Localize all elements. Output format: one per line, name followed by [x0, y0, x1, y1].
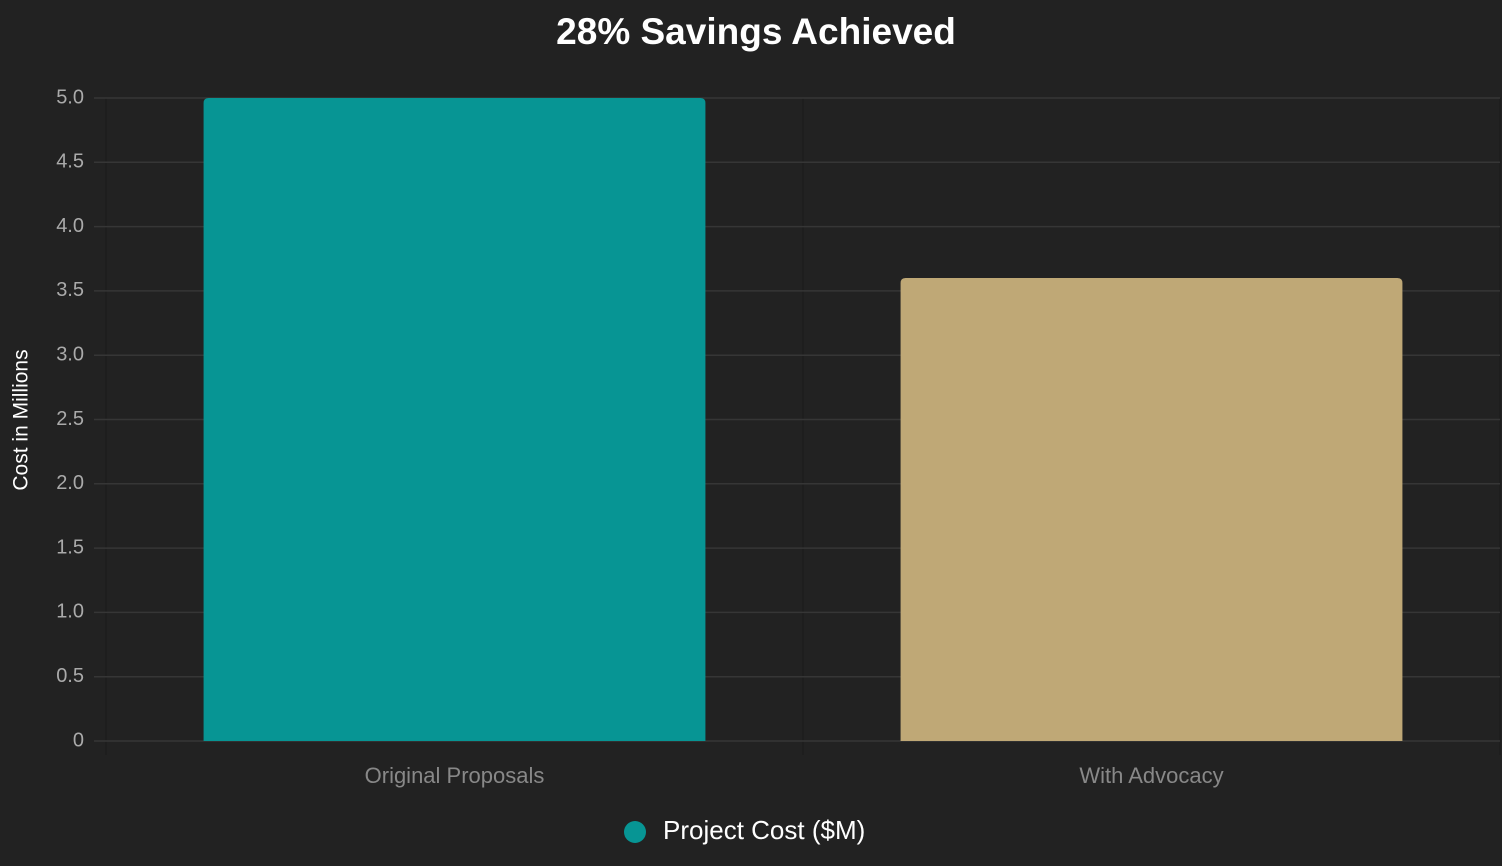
y-axis-title: Cost in Millions: [10, 349, 33, 490]
y-tick-label: 4.0: [56, 215, 84, 237]
y-tick-label: 5.0: [56, 86, 84, 108]
x-tick-label: With Advocacy: [1079, 763, 1223, 788]
y-tick-label: 4.5: [56, 151, 84, 173]
y-tick-label: 1.5: [56, 536, 84, 558]
y-tick-label: 3.5: [56, 279, 84, 301]
y-tick-label: 1.0: [56, 601, 84, 623]
bar: [203, 98, 706, 741]
y-tick-label: 3.0: [56, 343, 84, 365]
legend-label: Project Cost ($M): [663, 815, 865, 845]
y-tick-label: 2.0: [56, 472, 84, 494]
bar: [900, 278, 1403, 741]
legend-swatch: [624, 821, 646, 843]
x-tick-label: Original Proposals: [365, 763, 545, 788]
y-tick-label: 0: [73, 729, 84, 751]
y-tick-label: 2.5: [56, 408, 84, 430]
chart-title: 28% Savings Achieved: [556, 11, 956, 52]
y-tick-label: 0.5: [56, 665, 84, 687]
